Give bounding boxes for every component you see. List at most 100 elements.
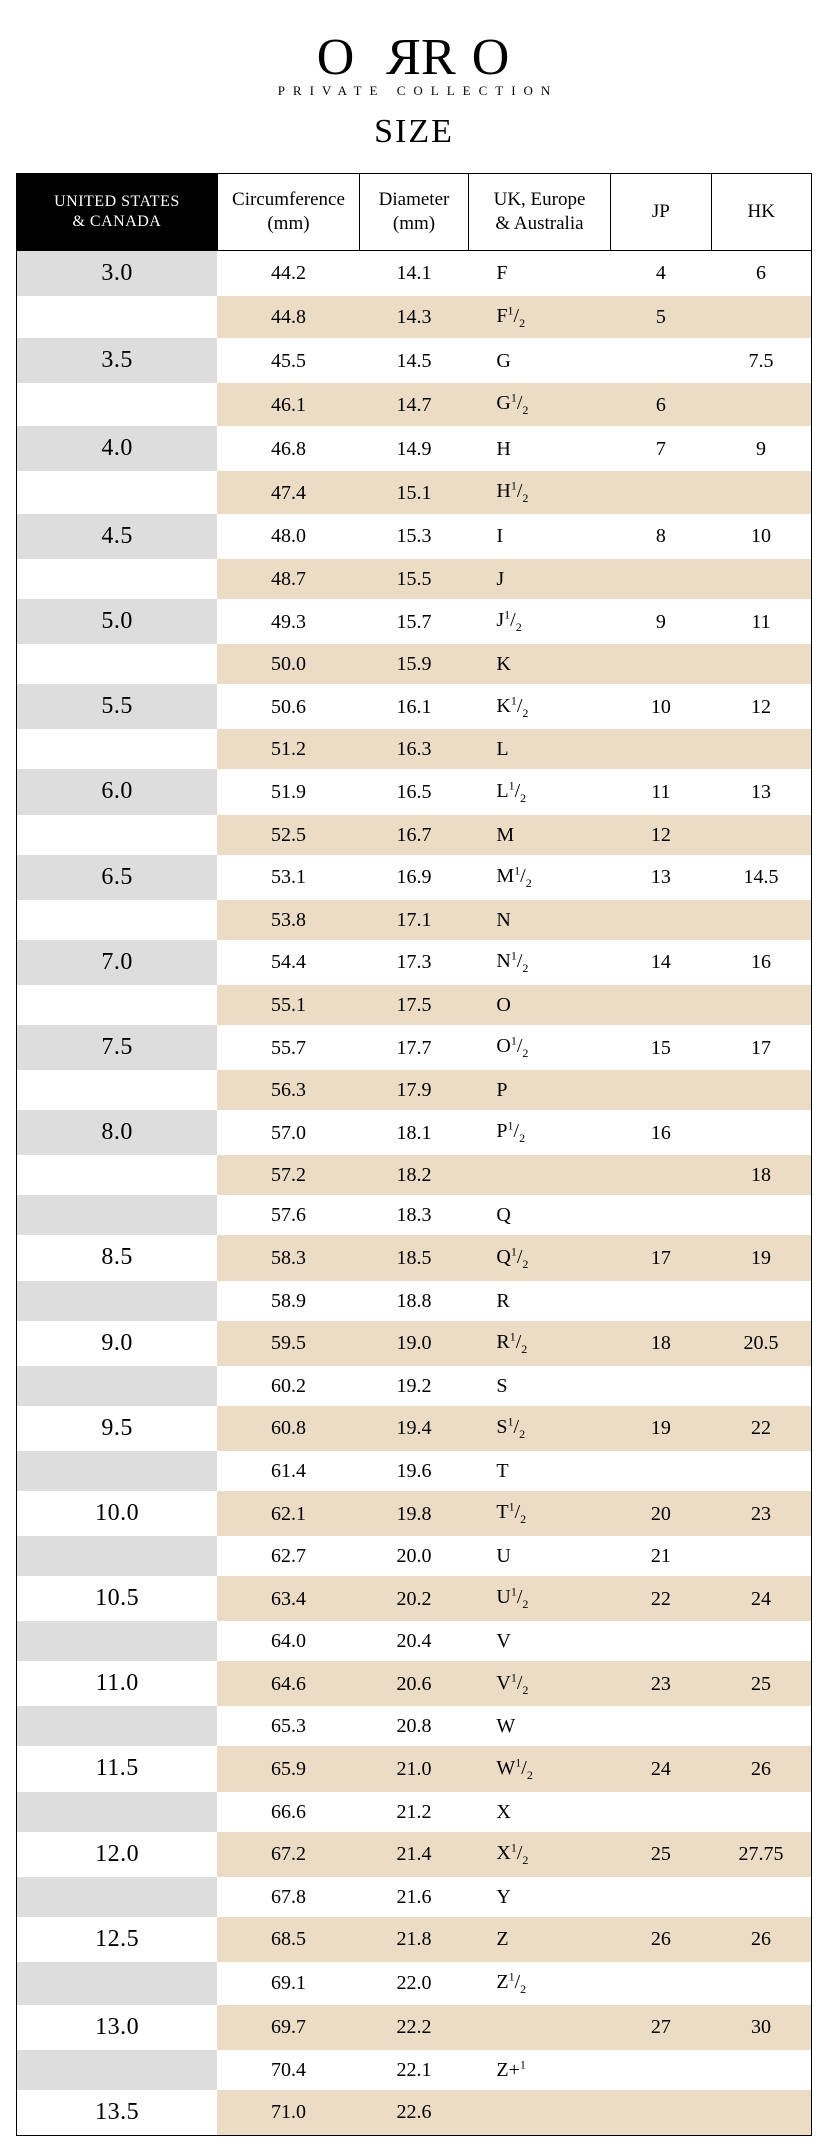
cell-diam: 16.3 [360,729,469,769]
table-row: 5.550.616.1K1/21012 [17,684,812,729]
cell-us: 11.0 [17,1661,218,1706]
cell-jp: 22 [611,1576,711,1621]
cell-diam: 18.5 [360,1235,469,1280]
cell-circ: 53.8 [217,900,359,940]
cell-jp: 26 [611,1917,711,1962]
cell-circ: 63.4 [217,1576,359,1621]
cell-diam: 16.7 [360,815,469,855]
cell-jp: 18 [611,1321,711,1366]
cell-us [17,383,218,426]
cell-uk: M [468,815,610,855]
table-row: 11.064.620.6V1/22325 [17,1661,812,1706]
cell-us: 10.0 [17,1491,218,1536]
cell-uk: X [468,1792,610,1832]
cell-diam: 15.7 [360,599,469,644]
cell-circ: 51.9 [217,769,359,814]
table-row: 6.051.916.5L1/21113 [17,769,812,814]
cell-jp: 15 [611,1025,711,1070]
cell-hk: 25 [711,1661,811,1706]
cell-uk: L [468,729,610,769]
cell-us: 3.5 [17,338,218,383]
cell-diam: 16.9 [360,855,469,900]
cell-uk: W1/2 [468,1746,610,1791]
cell-uk: U1/2 [468,1576,610,1621]
cell-circ: 51.2 [217,729,359,769]
cell-hk [711,1366,811,1406]
cell-us: 12.5 [17,1917,218,1962]
cell-jp [611,1451,711,1491]
cell-circ: 59.5 [217,1321,359,1366]
cell-us: 11.5 [17,1746,218,1791]
cell-us [17,1451,218,1491]
cell-us: 9.5 [17,1406,218,1451]
cell-circ: 64.6 [217,1661,359,1706]
cell-hk: 23 [711,1491,811,1536]
table-row: 9.059.519.0R1/21820.5 [17,1321,812,1366]
cell-jp [611,1706,711,1746]
cell-circ: 52.5 [217,815,359,855]
cell-hk [711,1877,811,1917]
cell-hk [711,985,811,1025]
cell-us: 13.5 [17,2090,218,2136]
col-header-hk: HK [711,174,811,251]
cell-hk [711,1195,811,1235]
cell-circ: 44.2 [217,250,359,296]
cell-us [17,900,218,940]
cell-hk: 10 [711,514,811,559]
cell-us: 7.0 [17,940,218,985]
cell-hk: 20.5 [711,1321,811,1366]
cell-circ: 47.4 [217,471,359,514]
cell-diam: 19.2 [360,1366,469,1406]
cell-uk: T1/2 [468,1491,610,1536]
cell-us [17,1155,218,1195]
cell-diam: 20.6 [360,1661,469,1706]
cell-circ: 65.9 [217,1746,359,1791]
cell-uk: O1/2 [468,1025,610,1070]
cell-uk: G1/2 [468,383,610,426]
cell-uk: S [468,1366,610,1406]
cell-uk: H [468,426,610,471]
cell-jp [611,1792,711,1832]
cell-us [17,471,218,514]
cell-circ: 53.1 [217,855,359,900]
cell-us [17,729,218,769]
cell-diam: 17.5 [360,985,469,1025]
cell-us [17,1366,218,1406]
cell-hk [711,1070,811,1110]
table-row: 11.565.921.0W1/22426 [17,1746,812,1791]
cell-hk: 19 [711,1235,811,1280]
cell-jp [611,644,711,684]
cell-diam: 20.4 [360,1621,469,1661]
cell-circ: 62.7 [217,1536,359,1576]
cell-diam: 21.0 [360,1746,469,1791]
cell-hk [711,1962,811,2005]
cell-us: 8.5 [17,1235,218,1280]
table-row: 10.563.420.2U1/22224 [17,1576,812,1621]
cell-uk: Z+1 [468,2050,610,2090]
cell-jp: 24 [611,1746,711,1791]
cell-diam: 19.0 [360,1321,469,1366]
cell-jp: 8 [611,514,711,559]
cell-us [17,1792,218,1832]
cell-diam: 15.3 [360,514,469,559]
cell-jp: 16 [611,1110,711,1155]
cell-jp: 19 [611,1406,711,1451]
cell-circ: 56.3 [217,1070,359,1110]
table-row: 3.044.214.1F46 [17,250,812,296]
table-row: 10.062.119.8T1/22023 [17,1491,812,1536]
col-header-label: HK [748,201,775,222]
cell-diam: 22.2 [360,2005,469,2050]
cell-uk: G [468,338,610,383]
table-row: 55.117.5O [17,985,812,1025]
cell-us [17,1195,218,1235]
cell-us: 6.0 [17,769,218,814]
cell-hk: 12 [711,684,811,729]
cell-jp: 13 [611,855,711,900]
cell-jp [611,338,711,383]
cell-diam: 17.7 [360,1025,469,1070]
cell-circ: 44.8 [217,296,359,339]
table-row: 13.571.022.6 [17,2090,812,2136]
cell-uk: P [468,1070,610,1110]
cell-hk: 6 [711,250,811,296]
table-header-row: UNITED STATES& CANADA Circumference(mm) … [17,174,812,251]
